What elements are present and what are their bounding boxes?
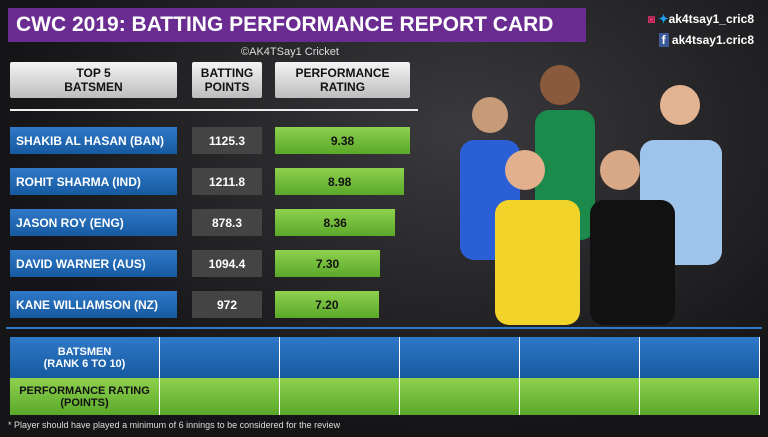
title: CWC 2019: BATTING PERFORMANCE REPORT CAR… (8, 8, 586, 42)
player (495, 150, 580, 325)
batting-points: 1211.8 (192, 168, 262, 195)
batsman-cell (640, 337, 760, 378)
instagram-handle: ◙ ✦ak4tsay1_cric8 (647, 12, 754, 26)
rating-cell (400, 378, 520, 415)
facebook-text: ak4tsay1.cric8 (671, 33, 754, 47)
row-header: BATSMEN (RANK 6 TO 10) (10, 337, 160, 378)
text-line: POINTS (204, 80, 250, 94)
batsman-name: DAVID WARNER (AUS) (10, 250, 177, 277)
separator (10, 109, 418, 111)
batting-points: 1094.4 (192, 250, 262, 277)
batsman-name: JASON ROY (ENG) (10, 209, 177, 236)
text-line: (POINTS) (60, 396, 109, 409)
rating-cell (160, 378, 280, 415)
rating-cell (640, 378, 760, 415)
text-line: BATTING (200, 66, 254, 80)
rating-bar: 7.20 (275, 291, 379, 318)
batting-points: 972 (192, 291, 262, 318)
batting-points: 1125.3 (192, 127, 262, 154)
separator (6, 327, 762, 329)
rating-cell (520, 378, 640, 415)
batsman-name: ROHIT SHARMA (IND) (10, 168, 177, 195)
rating-cell (280, 378, 400, 415)
footnote: * Player should have played a minimum of… (8, 420, 341, 430)
instagram-text: ak4tsay1_cric8 (668, 12, 754, 26)
text-line: (RANK 6 TO 10) (43, 357, 126, 370)
column-header: BATTING POINTS (192, 62, 262, 98)
facebook-handle: f ak4tsay1.cric8 (658, 33, 754, 47)
text-line: RATING (319, 80, 366, 94)
batsman-name: SHAKIB AL HASAN (BAN) (10, 127, 177, 154)
rating-bar: 8.36 (275, 209, 396, 236)
rating-bar: 8.98 (275, 168, 405, 195)
batting-points: 878.3 (192, 209, 262, 236)
player (590, 150, 675, 325)
text-line: PERFORMANCE (295, 66, 390, 80)
batsman-cell (280, 337, 400, 378)
batsman-cell (520, 337, 640, 378)
batsman-cell (400, 337, 520, 378)
row-header: PERFORMANCE RATING (POINTS) (10, 378, 160, 415)
batsman-name: KANE WILLIAMSON (NZ) (10, 291, 177, 318)
column-header: TOP 5 BATSMEN (10, 62, 177, 98)
column-header: PERFORMANCE RATING (275, 62, 410, 98)
text-line: TOP 5 (76, 66, 111, 80)
text-line: BATSMEN (57, 345, 112, 358)
credit: ©AK4TSay1 Cricket (241, 46, 339, 58)
rating-bar: 7.30 (275, 250, 381, 277)
batsman-cell (160, 337, 280, 378)
players-image (460, 65, 722, 325)
text-line: PERFORMANCE RATING (19, 384, 150, 397)
rating-bar: 9.38 (275, 127, 411, 154)
text-line: BATSMEN (64, 80, 123, 94)
